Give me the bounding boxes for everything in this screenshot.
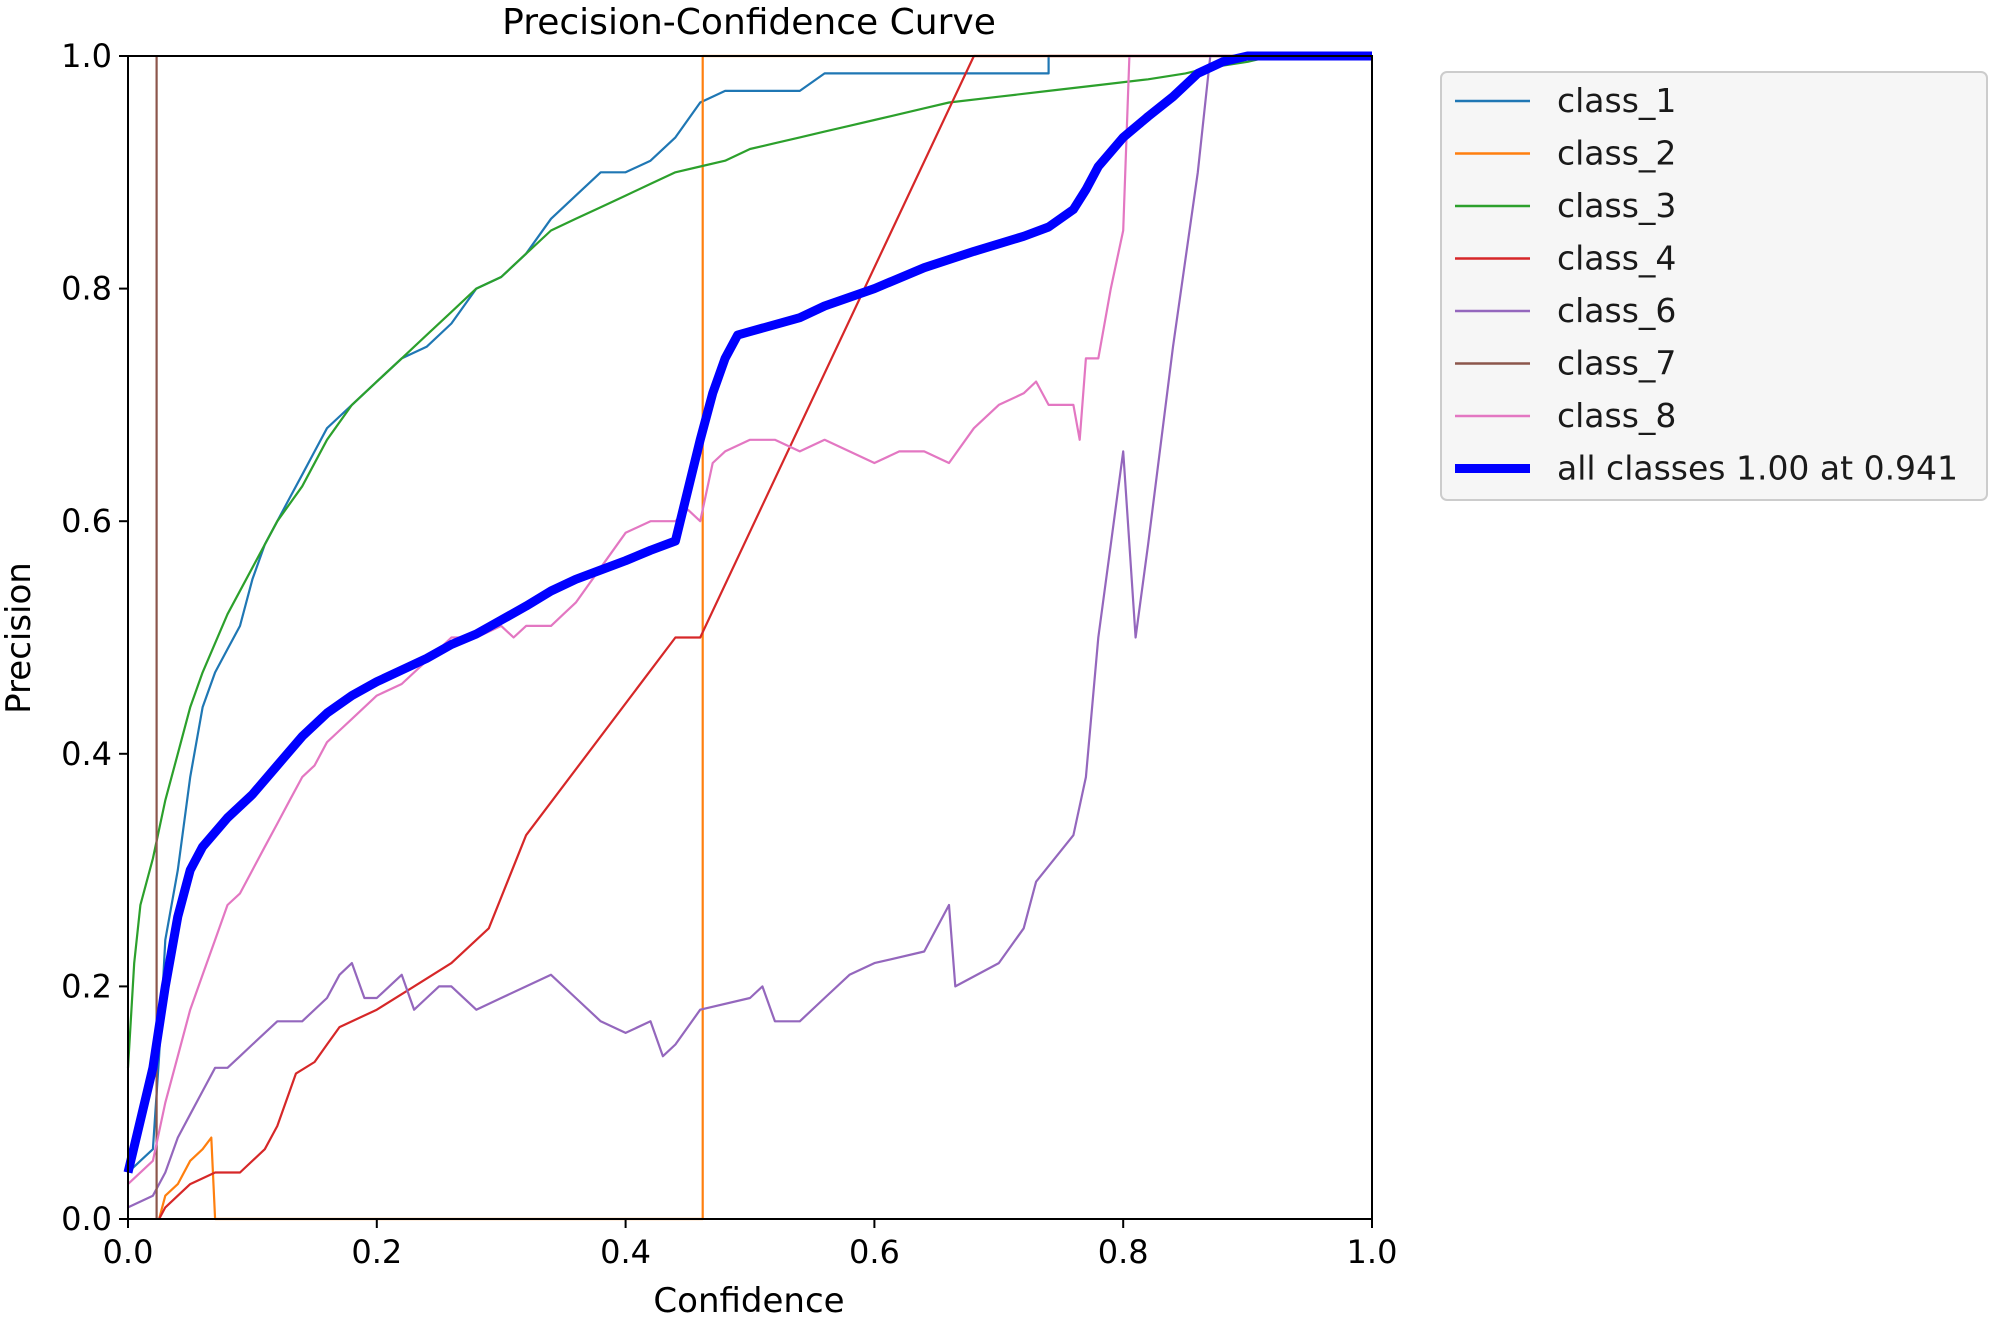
x-tick-label: 0.4 — [600, 1233, 651, 1271]
series-layer — [123, 51, 1372, 1221]
legend-label-class-3: class_3 — [1557, 186, 1676, 225]
series-line-class-2 — [158, 54, 1372, 1221]
x-tick-label: 0.8 — [1098, 1233, 1149, 1271]
x-tick-label: 1.0 — [1347, 1233, 1398, 1271]
legend-label-class-8: class_8 — [1557, 396, 1676, 435]
x-tick-label: 0.2 — [351, 1233, 402, 1271]
legend-label-class-7: class_7 — [1557, 344, 1676, 383]
y-tick-label: 1.0 — [61, 37, 112, 75]
legend-label-all-classes-1-00-at-0-941: all classes 1.00 at 0.941 — [1557, 449, 1958, 488]
series-line-class-3 — [126, 54, 1372, 1068]
legend-label-class-6: class_6 — [1557, 291, 1676, 330]
series-line-class-4 — [158, 54, 1372, 1220]
ticks-layer: 0.0 0.2 0.4 0.6 0.8 1.0 0.0 0.2 0.4 0.6 0.8 1.0 — [61, 37, 1397, 1271]
chart-title: Precision-Confidence Curve — [502, 2, 996, 43]
y-tick-label: 0.2 — [61, 967, 112, 1005]
legend-label-class-4: class_4 — [1557, 239, 1676, 278]
y-tick-label: 0.6 — [61, 502, 112, 540]
series-line-all-classes-1-00-at-0-941 — [123, 51, 1372, 1174]
x-tick-label: 0.6 — [849, 1233, 900, 1271]
x-tick-label: 0.0 — [103, 1233, 154, 1271]
legend: class_1 class_2 class_3 class_4 class_6class… — [1440, 71, 1988, 501]
plot-frame — [127, 55, 1373, 1220]
series-line-class-6 — [127, 54, 1372, 1209]
legend-box — [1440, 71, 1988, 501]
y-tick-label: 0.0 — [61, 1200, 112, 1238]
legend-label-class-2: class_2 — [1557, 134, 1676, 173]
x-axis-title: Confidence — [653, 1281, 844, 1319]
y-tick-label: 0.8 — [61, 270, 112, 308]
y-axis-title: Precision — [0, 562, 39, 714]
legend-label-class-1: class_1 — [1557, 81, 1676, 120]
y-tick-label: 0.4 — [61, 735, 112, 773]
